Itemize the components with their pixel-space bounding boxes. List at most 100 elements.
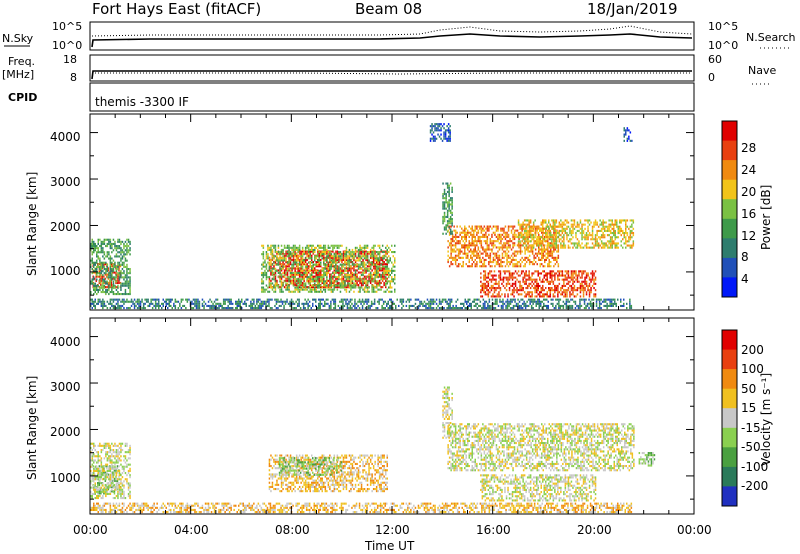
data-cell xyxy=(338,246,340,249)
data-cell xyxy=(491,227,493,230)
data-cell xyxy=(342,258,345,261)
data-cell xyxy=(124,280,127,283)
data-cell xyxy=(447,258,449,261)
data-cell xyxy=(632,227,635,230)
data-cell xyxy=(587,246,589,249)
data-cell xyxy=(392,255,394,258)
data-cell xyxy=(557,274,559,277)
data-cell xyxy=(254,307,257,310)
data-cell xyxy=(265,253,268,256)
data-cell xyxy=(320,269,322,272)
data-cell xyxy=(362,288,364,291)
data-cell xyxy=(581,238,583,241)
data-cell xyxy=(522,287,524,290)
data-cell xyxy=(516,250,519,253)
data-cell xyxy=(563,278,565,281)
data-cell xyxy=(191,300,193,303)
data-cell xyxy=(151,307,154,310)
data-cell xyxy=(501,293,503,296)
data-cell xyxy=(506,235,508,238)
data-cell xyxy=(509,256,511,259)
data-cell xyxy=(115,270,118,273)
data-cell xyxy=(542,234,544,237)
data-cell xyxy=(372,265,375,268)
data-cell xyxy=(276,257,278,260)
data-cell xyxy=(548,236,550,239)
data-cell xyxy=(91,278,93,281)
data-cell xyxy=(510,258,513,261)
data-cell xyxy=(594,278,597,281)
data-cell xyxy=(90,265,92,268)
data-cell xyxy=(554,242,556,245)
data-cell xyxy=(285,254,287,257)
data-cell xyxy=(389,269,391,272)
data-cell xyxy=(566,295,568,298)
data-cell xyxy=(549,229,551,232)
data-cell xyxy=(289,256,292,259)
data-cell xyxy=(288,269,290,272)
data-cell xyxy=(307,267,310,270)
data-cell xyxy=(483,291,485,294)
data-cell xyxy=(531,229,533,232)
data-cell xyxy=(527,246,529,249)
data-cell xyxy=(320,273,322,276)
data-cell xyxy=(388,267,390,270)
data-cell xyxy=(96,259,98,262)
freq-tick-high: 18 xyxy=(63,53,77,66)
data-cell xyxy=(114,304,116,307)
data-cell xyxy=(492,284,494,287)
data-cell xyxy=(542,244,544,247)
data-cell xyxy=(563,240,565,243)
data-cell xyxy=(330,278,333,281)
data-cell xyxy=(578,240,580,243)
data-cell xyxy=(526,287,529,290)
data-cell xyxy=(484,274,487,277)
data-cell xyxy=(347,255,349,258)
data-cell xyxy=(531,234,533,237)
data-cell xyxy=(625,242,627,245)
data-cell xyxy=(479,242,481,245)
data-cell xyxy=(446,203,449,206)
data-cell xyxy=(194,300,196,303)
data-cell xyxy=(590,272,592,275)
data-cell xyxy=(347,271,349,274)
data-cell xyxy=(563,236,565,239)
data-cell xyxy=(312,302,314,305)
data-cell xyxy=(315,284,317,287)
data-cell xyxy=(109,278,112,281)
data-cell xyxy=(93,282,95,285)
data-cell xyxy=(563,234,565,237)
data-cell xyxy=(495,278,497,281)
data-cell xyxy=(115,245,118,248)
data-cell xyxy=(520,232,523,235)
data-cell xyxy=(328,304,331,307)
data-cell xyxy=(603,246,606,249)
data-cell xyxy=(265,274,268,277)
data-cell xyxy=(520,270,523,273)
data-cell xyxy=(442,193,444,196)
data-cell xyxy=(374,279,376,282)
data-cell xyxy=(306,288,308,291)
data-cell xyxy=(567,234,570,237)
data-cell xyxy=(542,223,544,226)
data-cell xyxy=(461,256,463,259)
data-cell xyxy=(335,265,337,268)
data-cell xyxy=(141,307,143,310)
data-cell xyxy=(359,255,361,258)
data-cell xyxy=(324,253,327,256)
data-cell xyxy=(314,279,316,282)
data-cell xyxy=(541,263,543,266)
data-cell xyxy=(476,242,478,245)
data-cell xyxy=(492,231,495,234)
data-cell xyxy=(353,258,355,261)
data-cell xyxy=(253,300,255,303)
data-cell xyxy=(348,248,351,251)
data-cell xyxy=(262,304,264,307)
data-cell xyxy=(327,263,330,266)
data-cell xyxy=(289,275,292,278)
data-cell xyxy=(587,274,589,277)
data-cell xyxy=(363,246,366,249)
data-cell xyxy=(501,233,504,236)
data-cell xyxy=(378,263,381,266)
data-cell xyxy=(596,229,598,232)
